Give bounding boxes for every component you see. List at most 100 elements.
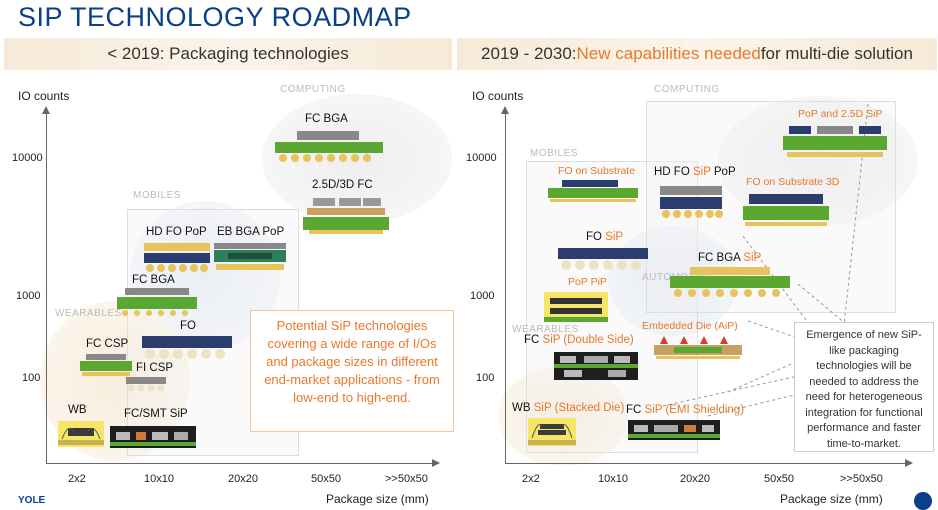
pkg-label-fc-bga: FC BGA [132, 274, 175, 286]
embedded-die-package-icon [654, 336, 742, 359]
right-banner-highlight: New capabilities needed [576, 44, 761, 63]
left-panel: COMPUTING MOBILES WEARABLES IO counts 10… [0, 76, 455, 506]
fc-bga-small-package-icon [117, 288, 197, 316]
pkg-label-pop-pip: PoP PiP [568, 276, 607, 288]
hd-fo-pop-package-icon [144, 243, 210, 272]
y-axis-label: IO counts [18, 89, 70, 103]
y-axis-arrow [42, 106, 50, 114]
25d-3d-fc-package-icon [303, 198, 389, 234]
x-tick: 50x50 [311, 473, 341, 485]
x-axis-label: Package size (mm) [780, 492, 883, 506]
pkg-label-fc-emi-part: FC [626, 404, 645, 416]
pkg-label-fc-bga-sip-part: SiP [743, 252, 762, 264]
fo-sip-package-icon [558, 248, 648, 270]
pkg-label-wb-part: WB [512, 402, 534, 414]
fc-csp-package-icon [80, 354, 132, 376]
footer-logo: YOLE [18, 495, 46, 506]
pkg-label-fc-bga-sip: FC BGA SiP [698, 252, 761, 264]
x-axis-arrow [432, 459, 440, 467]
pkg-label-hd-fo-part: HD FO [654, 166, 693, 178]
pkg-label-fo-part: FO [586, 231, 606, 243]
x-tick: 2x2 [68, 473, 86, 485]
x-axis-arrow [905, 459, 913, 467]
segment-wearables: WEARABLES [512, 324, 579, 335]
pkg-label-fc-csp: FC CSP [86, 338, 129, 350]
pkg-label-hd-fo-sip-part: SiP [692, 166, 711, 178]
right-banner-prefix: 2019 - 2030: [481, 44, 577, 63]
pkg-label-hd-fo-sip-pop: HD FO SiP PoP [654, 166, 736, 178]
pkg-label-fc-bga-part: FC BGA [698, 252, 744, 264]
y-axis [46, 112, 47, 463]
fo-package-icon [142, 336, 232, 359]
pkg-label-wb-sip-part: SiP (Stacked Die) [533, 402, 625, 414]
segment-computing: COMPUTING [654, 84, 720, 95]
x-tick: >>50x50 [385, 473, 428, 485]
pkg-label-fo-on-substrate-3d: FO on Substrate 3D [746, 176, 840, 188]
x-axis [46, 463, 434, 464]
pkg-label-fo: FO [180, 320, 196, 332]
x-tick: 10x10 [144, 473, 174, 485]
pkg-label-25d-3d-fc: 2.5D/3D FC [312, 179, 373, 191]
x-tick: 50x50 [764, 473, 794, 485]
y-axis [505, 112, 506, 463]
x-tick: 2x2 [522, 473, 540, 485]
pkg-label-fo-on-substrate: FO on Substrate [558, 165, 636, 177]
fc-bga-sip-package-icon [670, 267, 790, 297]
pkg-label-fc-sip-double-side: FC SiP (Double Side) [524, 334, 634, 346]
segment-mobiles: MOBILES [133, 190, 181, 201]
y-tick: 100 [22, 372, 41, 384]
fo-on-substrate-3d-package-icon [743, 194, 829, 226]
pop-pip-package-icon [544, 292, 608, 322]
hd-fo-sip-pop-package-icon [660, 186, 723, 218]
x-axis [505, 463, 907, 464]
fc-bga-package-icon [275, 131, 383, 162]
wearables-blob [498, 366, 628, 466]
corner-badge-icon [914, 492, 932, 510]
pkg-label-fc-ds-part: FC [524, 334, 543, 346]
y-tick: 100 [476, 372, 495, 384]
y-tick: 1000 [16, 290, 41, 302]
left-banner: < 2019: Packaging technologies [4, 38, 452, 70]
pkg-label-hd-fo-pop-part: PoP [710, 166, 736, 178]
eb-bga-pop-package-icon [214, 243, 286, 270]
y-axis-arrow [501, 106, 509, 114]
pkg-label-wb: WB [68, 404, 87, 416]
y-tick: 10000 [12, 152, 43, 164]
y-tick: 10000 [466, 152, 497, 164]
page-title: SIP TECHNOLOGY ROADMAP [18, 2, 412, 32]
wb-package-icon [58, 421, 104, 447]
wb-sip-stacked-die-package-icon [528, 418, 576, 446]
computing-blob [718, 96, 918, 226]
pkg-label-pop-25d-sip: PoP and 2.5D SiP [798, 108, 883, 120]
segment-computing: COMPUTING [280, 84, 346, 95]
pkg-label-fc-ds-sip-part: SiP (Double Side) [542, 334, 634, 346]
pkg-label-embedded-die: Embedded Die (AiP) [642, 320, 738, 332]
y-axis-label: IO counts [472, 89, 524, 103]
x-tick: 10x10 [598, 473, 628, 485]
left-callout: Potential SiP technologies covering a wi… [250, 310, 454, 432]
x-tick: >>50x50 [840, 473, 883, 485]
x-axis-label: Package size (mm) [326, 492, 429, 506]
fc-sip-emi-shielding-package-icon [628, 420, 720, 440]
x-tick: 20x20 [680, 473, 710, 485]
right-callout: Emergence of new SiP-like packaging tech… [794, 322, 934, 452]
fc-sip-double-side-package-icon [554, 352, 638, 380]
pkg-label-fc-smt-sip: FC/SMT SiP [124, 408, 188, 420]
y-tick: 1000 [470, 290, 495, 302]
pkg-label-eb-bga-pop: EB BGA PoP [217, 226, 285, 238]
segment-wearables: WEARABLES [55, 308, 122, 319]
right-banner: 2019 - 2030: New capabilities needed for… [457, 38, 937, 70]
fo-on-substrate-package-icon [548, 180, 638, 202]
fi-csp-package-icon [126, 377, 166, 392]
pkg-label-wb-sip-stacked-die: WB SiP (Stacked Die) [512, 402, 624, 414]
pkg-label-fc-sip-emi-shielding: FC SiP (EMI Shielding) [626, 404, 744, 416]
fc-smt-sip-package-icon [110, 426, 196, 448]
pkg-label-fo-sip-part: SiP [605, 231, 624, 243]
pkg-label-fc-bga-top: FC BGA [305, 113, 348, 125]
pop-25d-sip-package-icon [783, 126, 887, 157]
pkg-label-fo-sip: FO SiP [586, 231, 623, 243]
right-banner-suffix: for multi-die solution [760, 44, 913, 63]
segment-mobiles: MOBILES [530, 148, 578, 159]
pkg-label-fi-csp: FI CSP [136, 362, 174, 374]
pkg-label-fc-emi-sip-part: SiP (EMI Shielding) [644, 404, 745, 416]
